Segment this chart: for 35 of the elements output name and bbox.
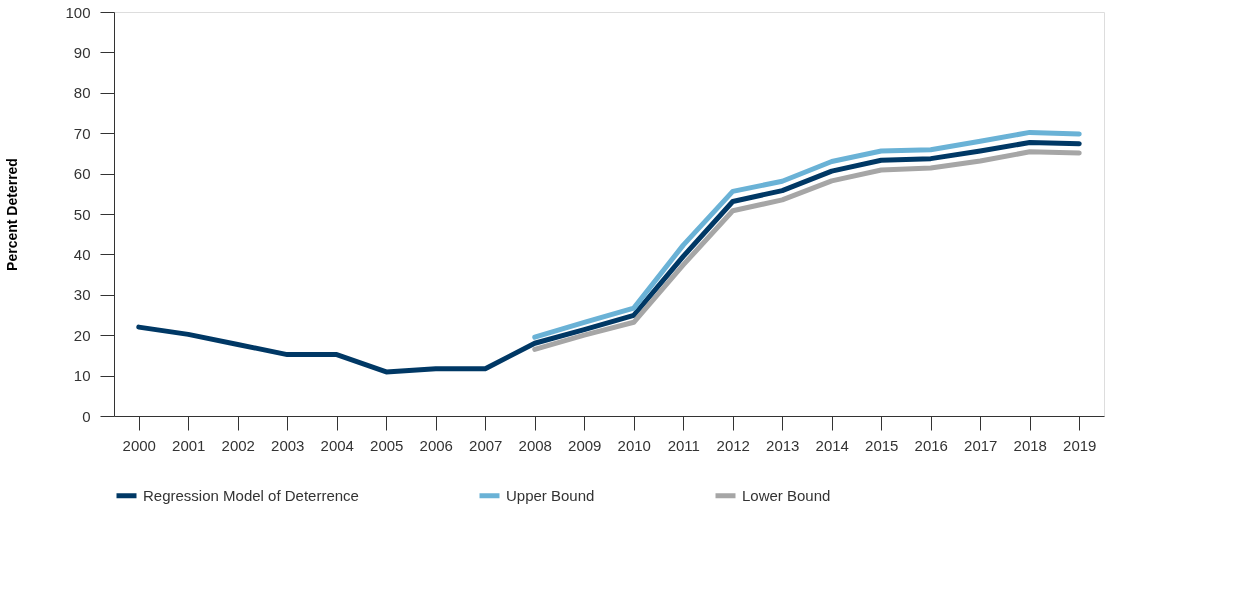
- y-axis-title: Percent Deterred: [4, 158, 21, 271]
- x-tick-label: 2005: [370, 436, 404, 454]
- y-tick-label: 100: [65, 3, 91, 21]
- y-tick-label: 90: [73, 43, 91, 61]
- x-tick-label: 2000: [122, 436, 156, 454]
- x-tick-label: 2010: [617, 436, 651, 454]
- x-tick-label: 2019: [1063, 436, 1097, 454]
- y-tick-label: 0: [82, 407, 91, 425]
- x-tick-label: 2002: [221, 436, 255, 454]
- x-tick-label: 2008: [518, 436, 552, 454]
- x-tick-label: 2015: [865, 436, 899, 454]
- x-tick-label: 2011: [667, 436, 700, 454]
- y-tick-label: 80: [73, 84, 91, 102]
- x-tick-label: 2012: [716, 436, 750, 454]
- x-tick-label: 2001: [172, 436, 206, 454]
- y-tick-label: 20: [73, 326, 91, 344]
- y-tick-label: 70: [73, 124, 91, 142]
- y-tick-label: 40: [73, 245, 91, 263]
- y-tick-label: 30: [73, 286, 91, 304]
- x-tick-label: 2003: [271, 436, 305, 454]
- x-tick-label: 2016: [914, 436, 948, 454]
- x-tick-label: 2006: [419, 436, 453, 454]
- legend-label: Regression Model of Deterrence: [143, 486, 359, 504]
- x-tick-label: 2009: [568, 436, 602, 454]
- x-tick-label: 2007: [469, 436, 503, 454]
- x-tick-label: 2014: [815, 436, 849, 454]
- x-tick-label: 2017: [964, 436, 998, 454]
- x-tick-label: 2013: [766, 436, 800, 454]
- legend-label: Upper Bound: [506, 486, 595, 504]
- y-tick-label: 50: [73, 205, 91, 223]
- x-tick-label: 2004: [320, 436, 354, 454]
- y-tick-label: 10: [73, 367, 91, 385]
- x-tick-label: 2018: [1013, 436, 1047, 454]
- legend-label: Lower Bound: [742, 486, 831, 504]
- y-tick-label: 60: [73, 165, 91, 183]
